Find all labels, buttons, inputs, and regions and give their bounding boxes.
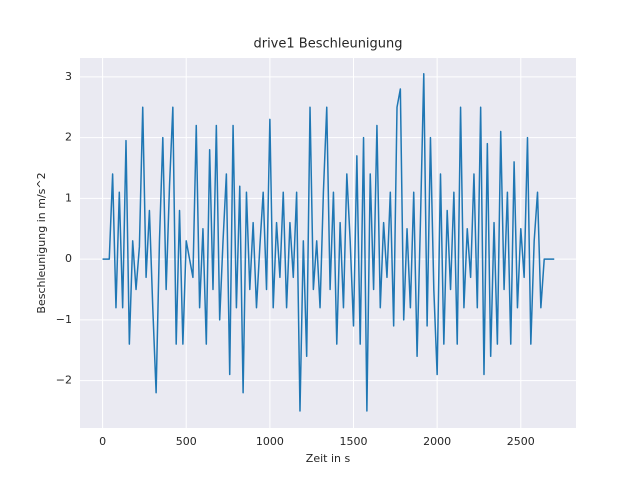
x-tick-label: 1500 — [340, 435, 368, 448]
x-tick-label: 0 — [99, 435, 106, 448]
plot-area — [80, 58, 576, 428]
y-axis-label: Beschleunigung in m/s^2 — [35, 172, 48, 313]
data-line — [102, 73, 555, 412]
x-tick-label: 2000 — [423, 435, 451, 448]
x-tick-label: 1000 — [256, 435, 284, 448]
y-tick-label: 1 — [65, 191, 72, 204]
y-tick-label: 3 — [65, 70, 72, 83]
x-tick-label: 2500 — [507, 435, 535, 448]
y-tick-label: −2 — [56, 374, 72, 387]
y-tick-label: 0 — [65, 252, 72, 265]
x-tick-label: 500 — [176, 435, 197, 448]
x-axis-label: Zeit in s — [306, 452, 351, 465]
chart-title: drive1 Beschleunigung — [253, 37, 402, 52]
y-tick-label: 2 — [65, 131, 72, 144]
y-tick-label: −1 — [56, 313, 72, 326]
